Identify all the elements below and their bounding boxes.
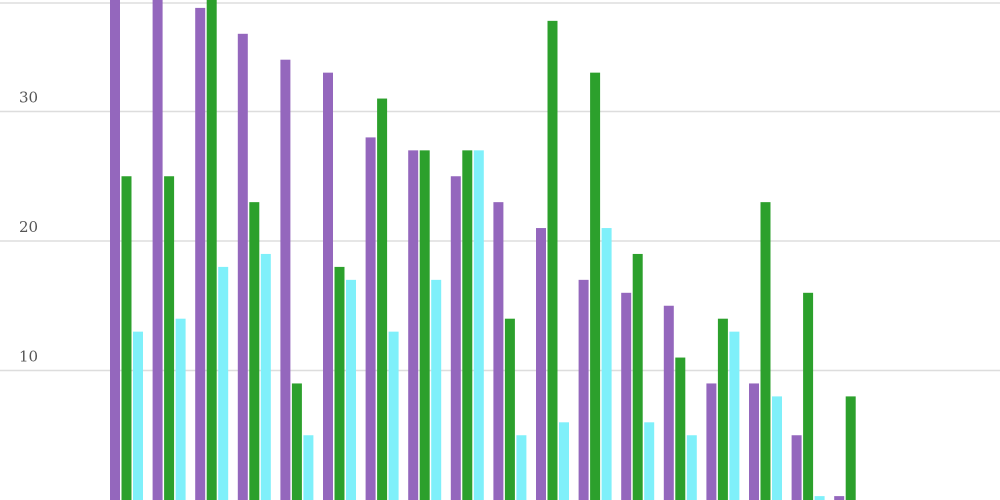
bar (814, 496, 825, 500)
bar (249, 202, 260, 500)
bar (590, 72, 601, 500)
bar-group (195, 0, 229, 500)
y-tick-label: 10 (19, 348, 38, 366)
bar (388, 331, 399, 500)
bar-group (323, 72, 356, 500)
bar-group (706, 318, 740, 500)
bar-group (110, 0, 143, 500)
bar (323, 72, 333, 500)
bar (473, 150, 484, 500)
bar-group (578, 72, 612, 500)
bar (334, 266, 345, 500)
bar (291, 383, 302, 500)
bar (431, 279, 442, 500)
bar (760, 202, 771, 500)
bar (504, 318, 515, 500)
y-tick-label: 20 (19, 218, 38, 236)
bar-group (280, 59, 314, 500)
bar (206, 0, 217, 500)
bar (772, 396, 782, 500)
bar (419, 150, 430, 500)
bar (346, 279, 356, 500)
bar (791, 435, 802, 500)
bar (377, 98, 388, 500)
bar (195, 7, 206, 500)
bar-group (663, 305, 697, 500)
bar-group (365, 98, 399, 500)
bar-group (791, 292, 825, 500)
bar (493, 202, 504, 500)
bar (133, 331, 143, 500)
bar (547, 20, 558, 500)
bar (175, 318, 186, 500)
bar (536, 228, 546, 500)
bar (516, 435, 527, 500)
y-tick-label: 30 (19, 89, 38, 107)
bar (450, 176, 461, 500)
bar (632, 253, 643, 500)
bar (365, 137, 376, 500)
bar-group (450, 150, 484, 500)
bar (845, 396, 856, 500)
bar (729, 331, 740, 500)
bar (749, 383, 759, 500)
bar-groups (110, 0, 856, 500)
bar (686, 435, 697, 500)
bar (164, 176, 175, 500)
bar (280, 59, 291, 500)
bar-group (237, 33, 271, 500)
bar-group (536, 20, 569, 500)
bar (706, 383, 717, 500)
bar (110, 0, 120, 500)
bar-group (408, 150, 442, 500)
y-axis-ticks: 10 20 30 (19, 89, 38, 366)
bar-group (749, 202, 782, 500)
bar (621, 292, 632, 500)
bar-group (834, 396, 856, 500)
bar (260, 253, 271, 500)
bar (559, 422, 569, 500)
bar (218, 266, 229, 500)
bar (803, 292, 814, 500)
bar (408, 150, 419, 500)
bar (644, 422, 655, 500)
bar-group (152, 0, 186, 500)
bar (578, 279, 589, 500)
bar (121, 176, 132, 500)
bar (663, 305, 674, 500)
bar (717, 318, 728, 500)
bar (303, 435, 314, 500)
bar (601, 228, 612, 500)
bar-group (493, 202, 527, 500)
bar (462, 150, 473, 500)
bar (834, 496, 845, 500)
bar-group (621, 253, 655, 500)
bar (237, 33, 248, 500)
bar (675, 357, 686, 500)
bar (152, 0, 163, 500)
